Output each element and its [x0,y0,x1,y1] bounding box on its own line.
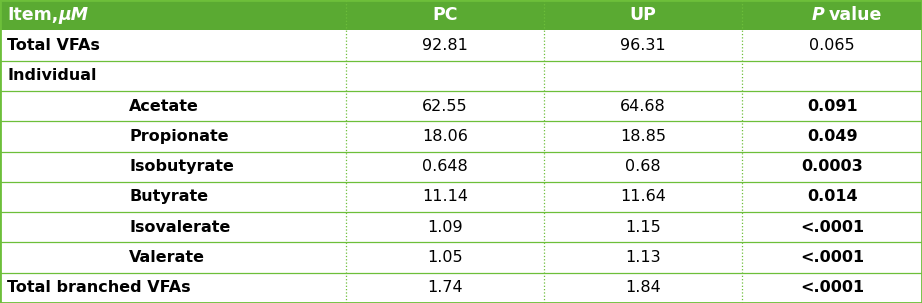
Text: 1.13: 1.13 [625,250,661,265]
Text: 1.05: 1.05 [427,250,463,265]
Text: UP: UP [630,6,656,24]
Text: 64.68: 64.68 [621,98,666,114]
Text: value: value [828,6,881,24]
Text: 0.0003: 0.0003 [801,159,863,174]
Text: 18.06: 18.06 [422,129,467,144]
Text: Isovalerate: Isovalerate [129,220,230,235]
Text: Valerate: Valerate [129,250,205,265]
Text: Total VFAs: Total VFAs [7,38,100,53]
Bar [544,0,742,30]
Text: 1.09: 1.09 [427,220,463,235]
Text: 0.648: 0.648 [422,159,467,174]
Text: 11.14: 11.14 [422,189,467,205]
Text: Butyrate: Butyrate [129,189,208,205]
Text: Acetate: Acetate [129,98,199,114]
Text: 62.55: 62.55 [422,98,467,114]
Text: 11.64: 11.64 [621,189,666,205]
Bar [0,182,922,212]
Text: 18.85: 18.85 [621,129,666,144]
Text: P: P [811,6,824,24]
Bar [0,212,922,242]
Text: <.0001: <.0001 [800,220,864,235]
Bar [0,91,922,121]
Text: 1.74: 1.74 [427,280,463,295]
Text: 0.68: 0.68 [625,159,661,174]
Bar [0,30,922,61]
Text: 0.065: 0.065 [810,38,855,53]
Text: 96.31: 96.31 [621,38,666,53]
Text: Isobutyrate: Isobutyrate [129,159,234,174]
Text: 92.81: 92.81 [422,38,467,53]
Text: <.0001: <.0001 [800,280,864,295]
Bar [0,121,922,152]
Text: 1.84: 1.84 [625,280,661,295]
Bar [346,0,544,30]
Bar [742,0,922,30]
Text: <.0001: <.0001 [800,250,864,265]
Text: 1.15: 1.15 [625,220,661,235]
Bar [0,0,346,30]
Text: μM: μM [58,6,89,24]
Text: Item,: Item, [7,6,59,24]
Bar [0,152,922,182]
Text: 0.049: 0.049 [807,129,857,144]
Text: 0.014: 0.014 [807,189,857,205]
Text: PC: PC [432,6,457,24]
Text: Individual: Individual [7,68,97,83]
Bar [0,61,922,91]
Text: Propionate: Propionate [129,129,229,144]
Text: Total branched VFAs: Total branched VFAs [7,280,191,295]
Text: 0.091: 0.091 [807,98,857,114]
Bar [0,273,922,303]
Bar [0,242,922,273]
